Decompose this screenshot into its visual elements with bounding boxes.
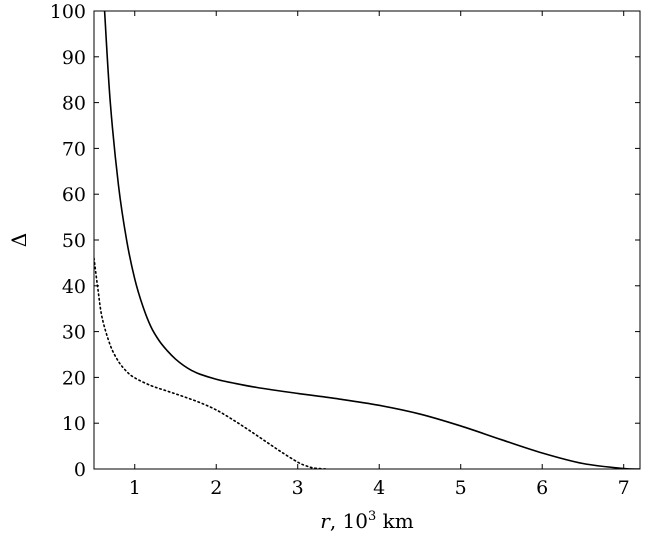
y-tick-label-4: 40	[62, 276, 86, 298]
x-tick-label-3: 4	[373, 477, 385, 499]
x-axis-label-var: r	[320, 509, 331, 533]
solid-series-line	[103, 11, 640, 469]
y-tick-label-3: 30	[62, 322, 86, 344]
y-tick-label-2: 20	[62, 367, 86, 389]
y-tick-label-6: 60	[62, 184, 86, 206]
x-tick-label-1: 2	[210, 477, 222, 499]
x-axis-label-rest: , 10	[330, 509, 368, 533]
y-tick-label-5: 50	[62, 230, 86, 252]
plot-frame	[93, 10, 641, 470]
ticks-layer	[94, 10, 640, 470]
x-tick-label-5: 6	[536, 477, 548, 499]
y-axis-label: Δ	[7, 233, 31, 247]
x-axis-label-unit: km	[376, 509, 413, 533]
x-axis-label: r, 103 km	[320, 509, 413, 533]
y-tick-label-7: 70	[62, 138, 86, 160]
y-tick-label-8: 80	[62, 93, 86, 115]
x-tick-label-4: 5	[455, 477, 467, 499]
y-tick-label-9: 90	[62, 47, 86, 69]
x-tick-label-6: 7	[618, 477, 630, 499]
series-layer	[94, 11, 640, 469]
y-tick-label-10: 100	[50, 1, 86, 23]
x-axis-label-exp: 3	[368, 509, 376, 524]
y-tick-label-1: 10	[62, 413, 86, 435]
x-tick-label-2: 3	[292, 477, 304, 499]
dotted-series-line	[94, 257, 328, 469]
y-tick-label-0: 0	[74, 459, 86, 481]
x-tick-label-0: 1	[129, 477, 141, 499]
